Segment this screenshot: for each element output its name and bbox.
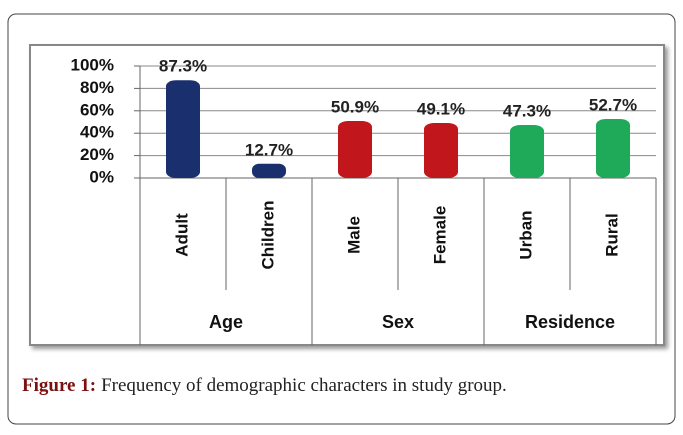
y-tick-label: 40% [80, 123, 114, 142]
group-label: Age [209, 312, 243, 332]
x-tick-label: Urban [516, 210, 535, 259]
value-label: 47.3% [503, 102, 551, 121]
caption-label: Figure 1: [22, 375, 96, 396]
group-label: Sex [382, 312, 414, 332]
caption: Figure 1: Frequency of demographic charac… [22, 375, 507, 396]
y-tick-label: 60% [80, 100, 114, 119]
x-tick-label: Children [258, 201, 277, 270]
y-tick-label: 80% [80, 78, 114, 97]
chart: 0% 20% 40% 60% 80% 100% 87.3% Adult 12.7% Childre… [71, 55, 657, 345]
bar [338, 120, 372, 178]
value-label: 49.1% [417, 99, 465, 118]
value-label: 12.7% [245, 140, 293, 159]
value-label: 52.7% [589, 95, 637, 114]
value-label: 50.9% [331, 97, 379, 116]
y-tick-label: 20% [80, 145, 114, 164]
caption-text: Frequency of demographic characters in s… [101, 375, 507, 396]
x-tick-label: Male [344, 216, 363, 254]
x-tick-label: Rural [602, 213, 621, 256]
x-tick-label: Adult [172, 213, 191, 257]
bar [510, 125, 544, 178]
group-label: Residence [525, 312, 615, 332]
y-tick-label: 0% [89, 167, 114, 186]
bar [166, 80, 200, 178]
x-tick-label: Female [430, 206, 449, 265]
bar [596, 118, 630, 178]
bar [252, 163, 286, 178]
y-tick-label: 100% [71, 55, 114, 74]
bar [424, 123, 458, 178]
chart-frame [29, 44, 665, 346]
value-label: 87.3% [159, 57, 207, 76]
